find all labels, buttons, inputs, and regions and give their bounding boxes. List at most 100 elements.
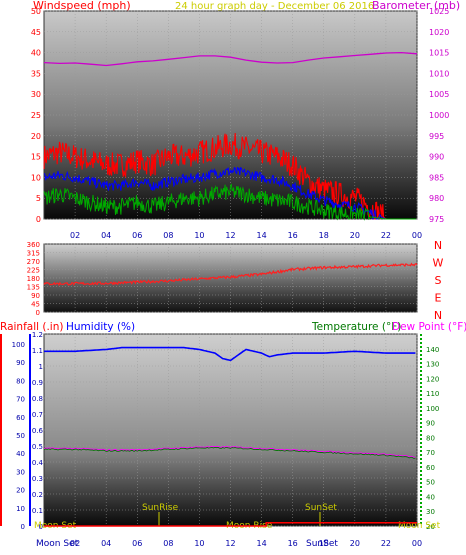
hour-tick: 00 xyxy=(412,231,422,240)
temperature-tick: 140 xyxy=(426,346,439,354)
humidity-line xyxy=(44,346,416,362)
compass-label: N xyxy=(434,239,442,252)
hour-tick: 12 xyxy=(225,231,235,240)
direction-tick: 45 xyxy=(31,301,40,309)
compass-label: E xyxy=(435,292,442,305)
rainfall-tick: 0.4 xyxy=(32,459,44,467)
hour-tick: 06 xyxy=(132,539,142,548)
humidity-axis-title: Humidity (%) xyxy=(66,321,135,333)
barometer-tick: 1000 xyxy=(429,111,449,120)
windspeed-tick: 10 xyxy=(31,173,41,182)
rainfall-line xyxy=(44,522,417,527)
temperature-line xyxy=(43,446,416,459)
rainfall-tick: 0.5 xyxy=(32,443,43,451)
humidity-tick: 10 xyxy=(16,505,25,513)
rainfall-tick: 0.6 xyxy=(32,427,44,435)
rainfall-tick: 1.1 xyxy=(32,347,43,355)
chart-subtitle: 24 hour graph day - December 06 2016 xyxy=(175,1,374,12)
windspeed-low-line xyxy=(43,183,417,221)
rainfall-tick: 0.2 xyxy=(32,491,43,499)
rainfall-tick: 1 xyxy=(39,363,43,371)
rainfall-tick: 0 xyxy=(39,523,43,531)
humidity-tick: 40 xyxy=(16,450,25,458)
windspeed-axis-title: Windspeed (mph) xyxy=(33,0,131,12)
temperature-tick: 50 xyxy=(426,479,435,487)
barometer-tick: 1015 xyxy=(429,49,449,58)
windspeed-tick: 50 xyxy=(31,7,41,16)
barometer-tick: 990 xyxy=(429,153,444,162)
direction-tick: 180 xyxy=(27,275,40,283)
hour-tick: 20 xyxy=(350,539,360,548)
humidity-tick: 60 xyxy=(16,414,25,422)
hour-tick: 02 xyxy=(70,231,80,240)
rainfall-axis-title: Rainfall (.in) xyxy=(0,321,63,333)
compass-label: W xyxy=(433,257,444,270)
humidity-tick: 70 xyxy=(16,396,25,404)
windspeed-tick: 45 xyxy=(31,28,41,37)
direction-tick: 315 xyxy=(27,250,40,258)
rainfall-tick: 0.1 xyxy=(32,507,43,515)
rainfall-tick: 0.3 xyxy=(32,475,43,483)
direction-tick: 270 xyxy=(27,258,40,266)
hour-tick: 10 xyxy=(194,231,204,240)
barometer-tick: 995 xyxy=(429,132,444,141)
hour-tick: 20 xyxy=(350,231,360,240)
temperature-tick: 30 xyxy=(426,508,435,516)
temperature-tick-labels: 20 30 40 50 60 70 80 90 100 110 120 130 140 xyxy=(426,346,439,531)
barometer-tick: 980 xyxy=(429,194,444,203)
humidity-tick: 100 xyxy=(12,341,25,349)
hour-tick: 10 xyxy=(194,539,204,548)
rainfall-tick: 1.2 xyxy=(32,331,43,339)
barometer-tick: 1020 xyxy=(429,28,449,37)
hour-tick: 18 xyxy=(319,539,329,548)
hour-tick: 00 xyxy=(412,539,422,548)
humidity-tick-labels: 0 10 20 30 40 50 60 70 80 90 100 xyxy=(12,341,25,531)
hour-tick: 16 xyxy=(288,231,298,240)
direction-tick: 90 xyxy=(31,292,40,300)
hour-tick: 14 xyxy=(256,539,266,548)
rainfall-tick: 0.9 xyxy=(32,379,43,387)
barometer-tick: 1010 xyxy=(429,69,449,78)
humidity-tick: 80 xyxy=(16,377,25,385)
hour-tick: 06 xyxy=(132,231,142,240)
humidity-tick: 30 xyxy=(16,468,25,476)
sunrise-label: SunRise xyxy=(142,503,179,513)
hour-tick: 08 xyxy=(163,231,173,240)
barometer-tick: 985 xyxy=(429,173,444,182)
hour-tick: 14 xyxy=(256,231,266,240)
direction-tick: 225 xyxy=(27,267,40,275)
temperature-tick: 80 xyxy=(426,434,435,442)
hour-tick: 22 xyxy=(381,539,391,548)
top-series xyxy=(43,51,418,221)
windspeed-tick: 40 xyxy=(31,49,41,58)
temperature-tick: 20 xyxy=(426,523,435,531)
windspeed-tick: 0 xyxy=(36,215,41,224)
hour-tick: 02 xyxy=(70,539,80,548)
hour-tick: 12 xyxy=(225,539,235,548)
dewpoint-axis-title: Dew Point (°F) xyxy=(392,321,466,333)
temperature-axis-title: Temperature (°F) xyxy=(311,321,401,333)
bottom-series xyxy=(43,346,417,527)
temperature-tick: 120 xyxy=(426,375,439,383)
barometer-axis-title: Barometer (mb) xyxy=(372,0,460,12)
temperature-tick: 40 xyxy=(426,493,435,501)
top-hour-tick-labels: 02 04 06 08 10 12 14 16 18 20 22 00 xyxy=(70,231,422,240)
hour-tick: 04 xyxy=(101,231,111,240)
direction-series xyxy=(43,262,418,286)
hour-tick: 22 xyxy=(381,231,391,240)
temperature-tick: 100 xyxy=(426,405,439,413)
temperature-tick: 110 xyxy=(426,390,439,398)
temperature-tick: 70 xyxy=(426,449,435,457)
rainfall-tick: 0.7 xyxy=(32,411,43,419)
hour-tick: 18 xyxy=(319,231,329,240)
moon-set-bottom-label: Moon Set xyxy=(36,539,79,549)
direction-tick: 135 xyxy=(27,284,40,292)
bottom-hour-tick-labels: 02 04 06 08 10 12 14 16 18 20 22 00 xyxy=(70,539,422,548)
top-grid xyxy=(44,10,418,220)
barometer-tick: 975 xyxy=(429,215,444,224)
temperature-tick: 60 xyxy=(426,464,435,472)
humidity-tick: 90 xyxy=(16,359,25,367)
